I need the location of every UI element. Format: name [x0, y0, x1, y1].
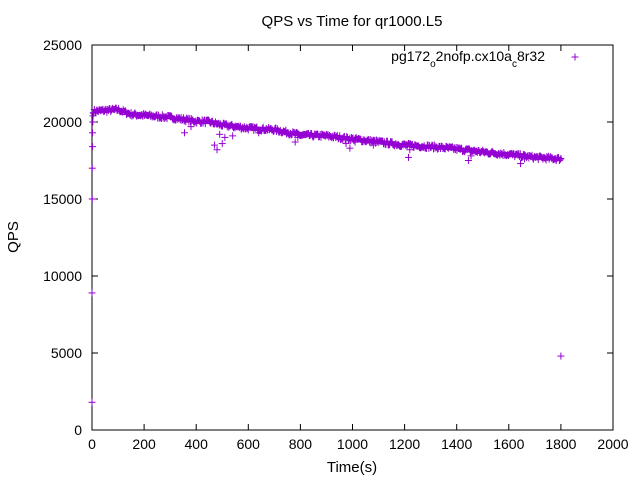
data-point	[520, 155, 528, 163]
data-point	[89, 143, 97, 151]
x-tick-label: 0	[88, 436, 96, 452]
data-point	[187, 123, 195, 131]
x-tick-label: 400	[185, 436, 209, 452]
legend-marker-glyph	[571, 53, 579, 61]
y-tick-label: 5000	[51, 345, 82, 361]
data-point	[517, 160, 525, 168]
y-tick-label: 0	[74, 422, 82, 438]
data-point	[343, 132, 351, 140]
x-axis-label: Time(s)	[327, 459, 377, 476]
x-tick-label: 1200	[389, 436, 420, 452]
data-point	[255, 129, 263, 137]
data-point	[229, 132, 237, 140]
axis-ticks	[91, 44, 614, 431]
data-point	[88, 289, 96, 297]
y-tick-label: 15000	[43, 191, 82, 207]
data-point	[556, 156, 564, 164]
data-point	[218, 140, 226, 148]
x-tick-label: 1800	[545, 436, 576, 452]
axis-tick-labels: 0 200 400 600 800 1000 1200 1400 1600 1800 2000050…	[43, 37, 629, 452]
data-point	[180, 129, 188, 137]
data-point	[467, 152, 475, 160]
x-tick-label: 1000	[337, 436, 368, 452]
data-point	[89, 129, 97, 137]
data-point	[405, 153, 413, 161]
data-point	[369, 141, 377, 149]
y-tick-label: 10000	[43, 268, 82, 284]
x-tick-label: 1600	[493, 436, 524, 452]
data-point	[346, 144, 354, 152]
data-point	[557, 352, 565, 360]
data-point	[464, 157, 472, 164]
data-point	[291, 138, 299, 146]
x-tick-label: 200	[132, 436, 156, 452]
data-point	[89, 118, 97, 126]
data-point	[88, 398, 96, 406]
data-point	[216, 130, 224, 138]
y-tick-label: 25000	[43, 37, 82, 53]
data-point	[221, 133, 229, 141]
data-point	[294, 133, 302, 141]
data-point	[213, 146, 221, 154]
data-point	[88, 195, 96, 203]
legend: pg172o2nofp.cx10ac8r32	[391, 48, 579, 70]
data-point	[406, 146, 414, 154]
chart-title: QPS vs Time for qr1000.L5	[262, 13, 443, 30]
x-tick-label: 800	[289, 436, 313, 452]
data-point	[88, 164, 96, 172]
x-tick-label: 600	[237, 436, 261, 452]
x-tick-label: 2000	[597, 436, 628, 452]
legend-series-label: pg172o2nofp.cx10ac8r32	[391, 48, 545, 70]
y-axis-label: QPS	[5, 221, 22, 253]
legend-marker	[571, 53, 579, 61]
data-point	[351, 138, 359, 146]
data-point	[210, 141, 218, 149]
data-points	[88, 104, 565, 406]
data-point	[342, 140, 350, 148]
data-point	[557, 155, 565, 163]
x-tick-label: 1400	[441, 436, 472, 452]
plot-area-frame	[91, 44, 614, 431]
y-tick-label: 20000	[43, 114, 82, 130]
